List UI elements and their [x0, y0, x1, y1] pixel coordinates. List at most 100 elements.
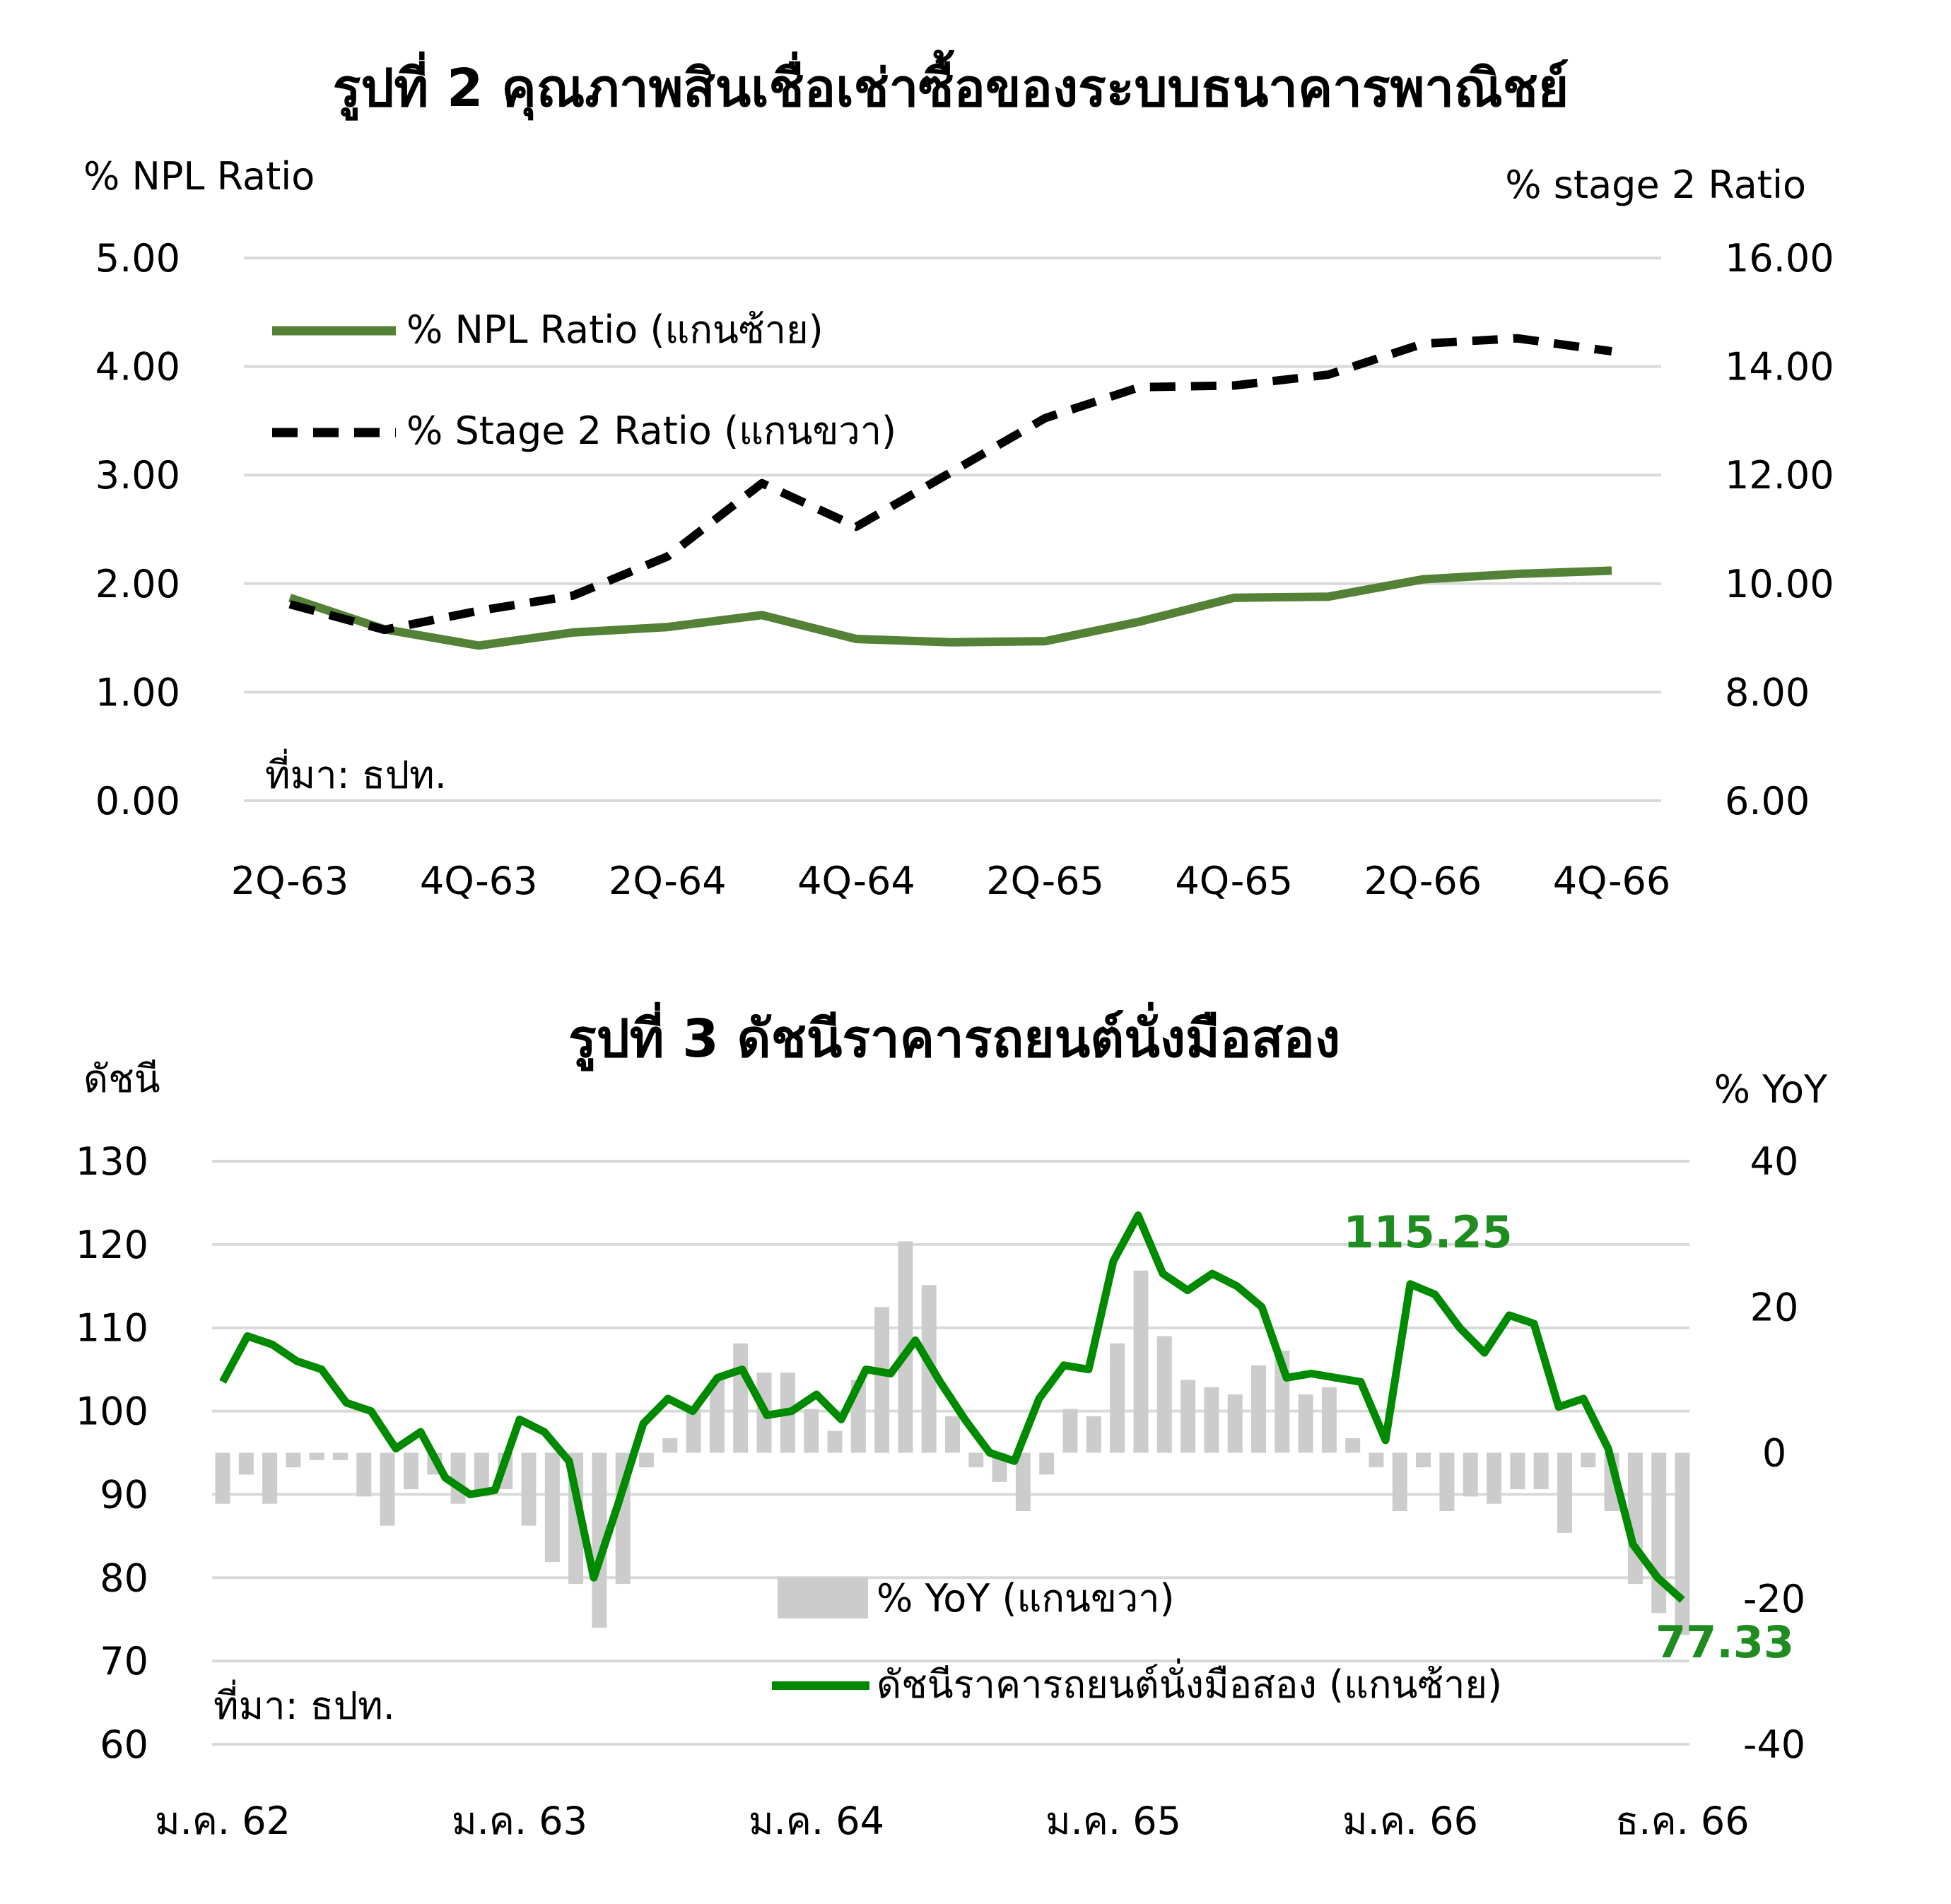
- yoy-bar: [1345, 1438, 1361, 1453]
- x-tick-label: 2Q-65: [986, 859, 1104, 903]
- x-tick-label: ธ.ค. 66: [1615, 1799, 1749, 1843]
- left-tick-label: 0.00: [95, 779, 180, 823]
- yoy-bar: [709, 1380, 725, 1453]
- yoy-bar: [686, 1409, 701, 1453]
- x-tick-label: 4Q-63: [420, 859, 538, 903]
- yoy-bar: [1062, 1409, 1078, 1453]
- legend-label-index: ดัชนีราคารถยนต์นั่งมือสอง (แกนซ้าย): [877, 1658, 1502, 1707]
- yoy-bar: [521, 1452, 537, 1526]
- yoy-bar: [827, 1430, 843, 1453]
- chart2-right-axis-label: % YoY: [1714, 1067, 1828, 1112]
- x-tick-label: ม.ค. 62: [155, 1799, 291, 1843]
- yoy-bar: [1180, 1380, 1196, 1453]
- yoy-bar: [1675, 1452, 1690, 1635]
- legend-label-yoy: % YoY (แกนขวา): [877, 1576, 1175, 1621]
- yoy-bar: [215, 1452, 230, 1504]
- chart1-series: [288, 334, 1612, 650]
- yoy-bar: [1110, 1343, 1125, 1453]
- left-tick-label: 80: [100, 1556, 148, 1600]
- right-tick-label: 10.00: [1725, 562, 1834, 606]
- yoy-bar: [639, 1452, 654, 1468]
- yoy-bar: [333, 1452, 348, 1460]
- yoy-bar: [1533, 1452, 1549, 1490]
- yoy-bar: [1251, 1365, 1266, 1453]
- chart1-x-ticks: 2Q-63 4Q-63 2Q-64 4Q-64 2Q-65 4Q-65 2Q-66 4Q-66: [231, 859, 1671, 903]
- yoy-bar: [262, 1452, 278, 1504]
- chart1-right-ticks: 6.00 8.00 10.00 12.00 14.00 16.00: [1725, 236, 1834, 823]
- x-tick-label: 4Q-64: [797, 859, 915, 903]
- x-tick-label: 2Q-63: [231, 859, 349, 903]
- chart2-left-ticks: 60 70 80 90 100 110 120 130: [76, 1139, 148, 1767]
- left-tick-label: 70: [100, 1639, 148, 1683]
- yoy-bar: [1321, 1387, 1337, 1453]
- npl-ratio-line: [288, 566, 1612, 650]
- yoy-bar: [309, 1452, 324, 1460]
- right-tick-label: 6.00: [1725, 779, 1810, 823]
- yoy-bar: [898, 1241, 913, 1453]
- right-tick-label: 20: [1750, 1285, 1799, 1329]
- yoy-bar: [1581, 1452, 1596, 1468]
- left-tick-label: 5.00: [95, 236, 180, 281]
- chart1-legend: % NPL Ratio (แกนซ้าย) % Stage 2 Ratio (แ…: [272, 307, 896, 453]
- right-tick-label: 40: [1750, 1139, 1799, 1184]
- yoy-bar: [804, 1409, 819, 1453]
- left-tick-label: 4.00: [95, 345, 180, 389]
- left-tick-label: 2.00: [95, 562, 180, 606]
- left-tick-label: 120: [76, 1223, 148, 1267]
- data-label-77-33: 77.33: [1656, 1616, 1794, 1668]
- yoy-bar: [1298, 1394, 1313, 1453]
- yoy-bar: [945, 1416, 960, 1453]
- chart2-legend: % YoY (แกนขวา) ดัชนีราคารถยนต์นั่งมือสอง…: [772, 1576, 1502, 1707]
- x-tick-label: ม.ค. 66: [1342, 1799, 1478, 1843]
- chart2-title: รูปที่ 3 ดัชนีราคารถยนต์นั่งมือสอง: [568, 1001, 1340, 1071]
- right-tick-label: 16.00: [1725, 236, 1834, 281]
- left-tick-label: 110: [76, 1306, 148, 1351]
- yoy-bar: [544, 1452, 560, 1563]
- chart-used-car-index: รูปที่ 3 ดัชนีราคารถยนต์นั่งมือสอง ดัชนี…: [76, 1001, 1828, 1843]
- stage2-ratio-line: [288, 334, 1612, 635]
- x-tick-label: 2Q-64: [609, 859, 727, 903]
- yoy-bar: [968, 1452, 984, 1468]
- yoy-bar: [1204, 1387, 1219, 1453]
- right-tick-label: 0: [1762, 1431, 1786, 1476]
- right-tick-label: 8.00: [1725, 670, 1810, 715]
- left-tick-label: 90: [100, 1472, 148, 1517]
- x-tick-label: 4Q-66: [1553, 859, 1671, 903]
- legend-label-npl: % NPL Ratio (แกนซ้าย): [406, 307, 824, 352]
- left-tick-label: 3.00: [95, 453, 180, 498]
- chart2-right-ticks: -40 -20 0 20 40: [1743, 1139, 1805, 1767]
- yoy-bar: [356, 1452, 372, 1497]
- right-tick-label: -40: [1743, 1722, 1805, 1767]
- yoy-bar: [1015, 1452, 1031, 1511]
- right-tick-label: 14.00: [1725, 345, 1834, 389]
- chart1-gridlines: [244, 257, 1661, 802]
- chart1-source-note: ที่มา: ธปท.: [265, 748, 447, 797]
- yoy-bar: [592, 1452, 607, 1628]
- yoy-bar: [1156, 1336, 1172, 1453]
- yoy-bar: [1510, 1452, 1525, 1490]
- yoy-bar: [1439, 1452, 1455, 1511]
- right-tick-label: -20: [1743, 1577, 1805, 1621]
- yoy-bar: [1416, 1452, 1431, 1468]
- yoy-bar: [1557, 1452, 1572, 1533]
- chart-npl-stage2: รูปที่ 2 คุณภาพสินเชื่อเช่าซื้อของระบบธน…: [83, 49, 1834, 903]
- chart2-source-note: ที่มา: ธปท.: [213, 1679, 395, 1728]
- yoy-bar: [380, 1452, 395, 1526]
- yoy-bar: [1133, 1270, 1149, 1453]
- left-tick-label: 1.00: [95, 670, 180, 715]
- legend-label-stage2: % Stage 2 Ratio (แกนขวา): [406, 409, 896, 453]
- x-tick-label: 4Q-65: [1175, 859, 1293, 903]
- yoy-bar: [1463, 1452, 1478, 1497]
- legend-swatch-yoy: [778, 1577, 868, 1618]
- left-tick-label: 100: [76, 1389, 148, 1434]
- yoy-bar: [1227, 1394, 1243, 1453]
- x-tick-label: ม.ค. 65: [1045, 1799, 1181, 1843]
- chart1-right-axis-label: % stage 2 Ratio: [1505, 163, 1806, 207]
- yoy-bar: [404, 1452, 418, 1490]
- x-tick-label: ม.ค. 64: [749, 1799, 884, 1843]
- yoy-bar: [1392, 1452, 1407, 1511]
- chart1-left-ticks: 0.00 1.00 2.00 3.00 4.00 5.00: [95, 236, 180, 823]
- yoy-bar: [662, 1438, 678, 1453]
- chart1-left-axis-label: % NPL Ratio: [83, 154, 315, 199]
